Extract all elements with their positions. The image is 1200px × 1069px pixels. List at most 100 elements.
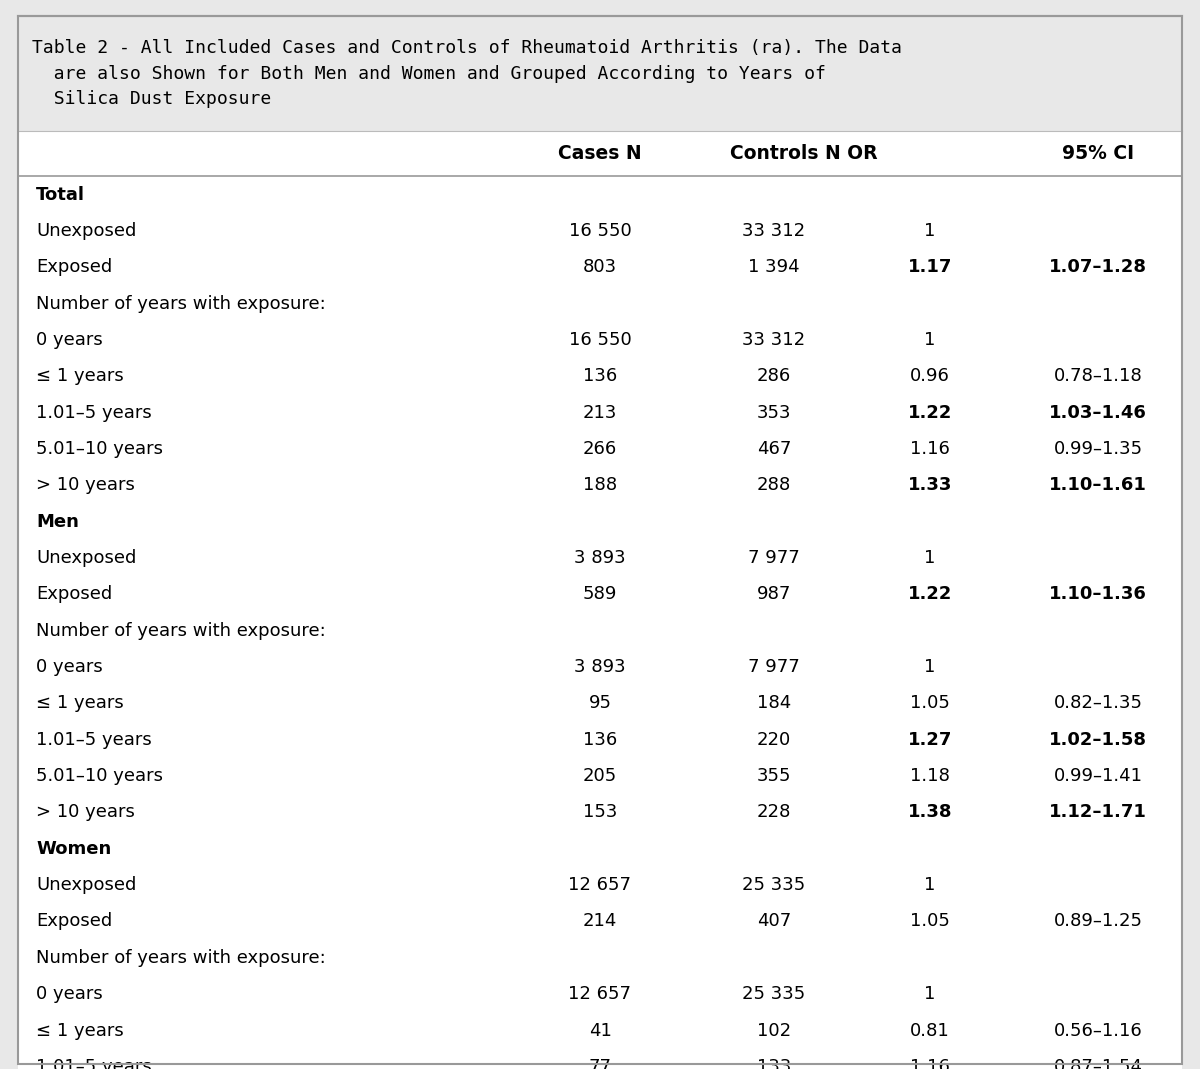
Bar [18, 976, 1182, 1012]
Bar [18, 794, 1182, 831]
Text: Men: Men [36, 513, 79, 530]
Text: 1.16: 1.16 [910, 440, 950, 458]
Text: 288: 288 [757, 477, 791, 494]
Text: 407: 407 [757, 913, 791, 930]
Text: 153: 153 [583, 804, 617, 821]
Text: 1 394: 1 394 [748, 259, 800, 276]
Text: > 10 years: > 10 years [36, 477, 134, 494]
Text: 205: 205 [583, 768, 617, 785]
Text: 0.82–1.35: 0.82–1.35 [1054, 695, 1142, 712]
Text: Cases N: Cases N [558, 144, 642, 164]
Text: 133: 133 [757, 1058, 791, 1069]
Bar [18, 213, 1182, 249]
Text: 136: 136 [583, 731, 617, 748]
Text: 3 893: 3 893 [574, 549, 626, 567]
Text: 228: 228 [757, 804, 791, 821]
Text: 5.01–10 years: 5.01–10 years [36, 768, 163, 785]
Bar [18, 16, 1182, 131]
Text: 0.87–1.54: 0.87–1.54 [1054, 1058, 1142, 1069]
Bar [18, 940, 1182, 976]
Text: 1: 1 [924, 222, 936, 239]
Text: > 10 years: > 10 years [36, 804, 134, 821]
Text: 0.56–1.16: 0.56–1.16 [1054, 1022, 1142, 1039]
Text: 1.18: 1.18 [910, 768, 950, 785]
Text: 1.10–1.61: 1.10–1.61 [1049, 477, 1147, 494]
Text: 12 657: 12 657 [569, 877, 631, 894]
Text: 1: 1 [924, 877, 936, 894]
Text: 1.17: 1.17 [908, 259, 952, 276]
Text: 1.22: 1.22 [908, 404, 952, 421]
Text: 467: 467 [757, 440, 791, 458]
Text: 589: 589 [583, 586, 617, 603]
Bar [18, 613, 1182, 649]
Bar [18, 649, 1182, 685]
Text: 95: 95 [588, 695, 612, 712]
Text: Exposed: Exposed [36, 913, 113, 930]
Text: 41: 41 [588, 1022, 612, 1039]
Bar [18, 1012, 1182, 1049]
Text: 1.01–5 years: 1.01–5 years [36, 404, 151, 421]
Text: Unexposed: Unexposed [36, 549, 137, 567]
Text: 184: 184 [757, 695, 791, 712]
Text: Unexposed: Unexposed [36, 877, 137, 894]
Text: 102: 102 [757, 1022, 791, 1039]
Text: Number of years with exposure:: Number of years with exposure: [36, 949, 325, 966]
Text: ≤ 1 years: ≤ 1 years [36, 368, 124, 385]
Text: 1.33: 1.33 [908, 477, 952, 494]
Text: 803: 803 [583, 259, 617, 276]
Bar [18, 431, 1182, 467]
Bar [18, 685, 1182, 722]
Text: 353: 353 [757, 404, 791, 421]
Text: 1: 1 [924, 549, 936, 567]
Text: 16 550: 16 550 [569, 222, 631, 239]
Text: 266: 266 [583, 440, 617, 458]
Text: 77: 77 [588, 1058, 612, 1069]
Text: 1.02–1.58: 1.02–1.58 [1049, 731, 1147, 748]
Text: ≤ 1 years: ≤ 1 years [36, 695, 124, 712]
Bar [18, 176, 1182, 213]
Text: 33 312: 33 312 [743, 331, 805, 348]
Text: ≤ 1 years: ≤ 1 years [36, 1022, 124, 1039]
Text: 1.05: 1.05 [910, 913, 950, 930]
Text: 1.03–1.46: 1.03–1.46 [1049, 404, 1147, 421]
Text: 95% CI: 95% CI [1062, 144, 1134, 164]
Text: Controls N OR: Controls N OR [730, 144, 878, 164]
Text: 1.12–1.71: 1.12–1.71 [1049, 804, 1147, 821]
Text: 188: 188 [583, 477, 617, 494]
Text: 0.99–1.35: 0.99–1.35 [1054, 440, 1142, 458]
Text: 1: 1 [924, 331, 936, 348]
Text: 0.78–1.18: 0.78–1.18 [1054, 368, 1142, 385]
Text: 0.96: 0.96 [910, 368, 950, 385]
Bar [18, 322, 1182, 358]
Text: 987: 987 [757, 586, 791, 603]
Text: 0 years: 0 years [36, 331, 103, 348]
Bar [18, 1049, 1182, 1069]
Text: 25 335: 25 335 [743, 986, 805, 1003]
Text: 1.38: 1.38 [907, 804, 953, 821]
Bar [18, 540, 1182, 576]
Bar [18, 831, 1182, 867]
Text: Number of years with exposure:: Number of years with exposure: [36, 622, 325, 639]
Text: 7 977: 7 977 [748, 659, 800, 676]
Text: 3 893: 3 893 [574, 659, 626, 676]
Text: Unexposed: Unexposed [36, 222, 137, 239]
Text: 286: 286 [757, 368, 791, 385]
Text: 220: 220 [757, 731, 791, 748]
Bar [18, 867, 1182, 903]
Bar [18, 358, 1182, 394]
Text: 0.81: 0.81 [910, 1022, 950, 1039]
Text: 0.99–1.41: 0.99–1.41 [1054, 768, 1142, 785]
Text: 1.01–5 years: 1.01–5 years [36, 731, 151, 748]
Text: 16 550: 16 550 [569, 331, 631, 348]
Text: 33 312: 33 312 [743, 222, 805, 239]
Bar [18, 503, 1182, 540]
Text: 1: 1 [924, 659, 936, 676]
Text: Exposed: Exposed [36, 586, 113, 603]
Text: 12 657: 12 657 [569, 986, 631, 1003]
Text: 7 977: 7 977 [748, 549, 800, 567]
Bar [18, 467, 1182, 503]
Text: 5.01–10 years: 5.01–10 years [36, 440, 163, 458]
Text: 1.01–5 years: 1.01–5 years [36, 1058, 151, 1069]
Text: 25 335: 25 335 [743, 877, 805, 894]
Bar [18, 722, 1182, 758]
